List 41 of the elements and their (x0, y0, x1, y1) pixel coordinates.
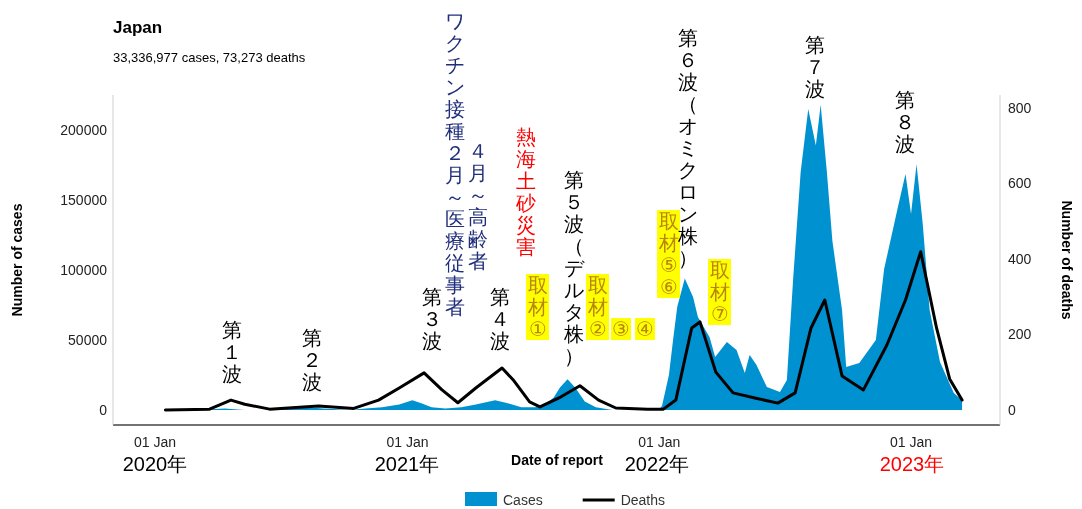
y2-tick-label: 400 (1008, 250, 1032, 267)
x-tick-label: 01 Jan (134, 434, 177, 450)
text: 2022年 (624, 453, 690, 475)
text: 2021年 (374, 453, 440, 475)
y2-tick-label: 800 (1008, 99, 1032, 116)
annotation: ④ (636, 318, 654, 340)
y-tick-label: 0 (99, 402, 108, 419)
y-tick-label: 150000 (60, 192, 108, 209)
y2-tick-label: 600 (1008, 175, 1032, 192)
annotation: 第８波 (895, 89, 915, 155)
y-tick-label: 200000 (60, 122, 108, 138)
chart-title: Japan (113, 18, 163, 37)
legend-label: Cases (503, 492, 543, 508)
y2-tick-label: 200 (1008, 326, 1032, 343)
x-axis-title: Date of report (511, 452, 604, 468)
y-tick-label: 50000 (68, 332, 108, 349)
y-axis-title: Number of cases (9, 203, 25, 317)
annotation: 取材⑦ (709, 259, 730, 325)
annotation: 熱海土砂災害 (515, 126, 536, 258)
annotation: 第２波 (302, 327, 322, 393)
x-tick-label: 01 Jan (386, 434, 429, 450)
y2-axis-title: Number of deaths (1059, 200, 1075, 320)
annotation: 第４波 (490, 286, 510, 352)
x-tick-label: 01 Jan (638, 434, 681, 450)
chart-subtitle: 33,336,977 cases, 73,273 deaths (113, 50, 306, 65)
y2-tick-label: 0 (1008, 401, 1016, 418)
legend-label: Deaths (620, 492, 666, 508)
annotation: 第３波 (422, 286, 442, 352)
text: 第５波（デルタ株） (564, 169, 584, 367)
annotation: 第７波 (805, 34, 825, 100)
text: ワクチン接種２月～医療従事者 (445, 10, 465, 318)
text: 2023年 (879, 453, 945, 475)
x-tick-label: 01 Jan (890, 434, 933, 450)
text: 2020年 (122, 453, 188, 475)
annotation: ③ (612, 318, 630, 340)
annotation: 取材① (527, 274, 548, 340)
annotation: 取材⑤⑥ (658, 210, 679, 298)
annotation: 取材② (587, 274, 608, 340)
annotation: ４月～高齢者 (468, 140, 488, 272)
annotation: 第１波 (222, 319, 242, 385)
y-tick-label: 100000 (60, 262, 108, 279)
